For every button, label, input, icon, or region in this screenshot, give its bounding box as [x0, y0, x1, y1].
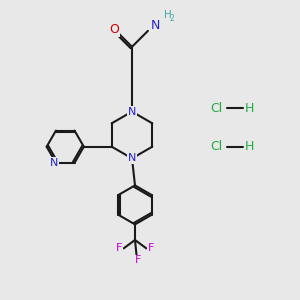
Text: N: N [151, 19, 160, 32]
Text: F: F [135, 255, 141, 266]
Text: N: N [128, 153, 136, 164]
Text: N: N [128, 106, 136, 117]
Text: H: H [244, 101, 254, 115]
Text: H: H [244, 140, 254, 154]
Text: 2: 2 [169, 14, 174, 23]
Text: Cl: Cl [210, 140, 222, 154]
Text: F: F [116, 243, 123, 254]
Text: H: H [164, 11, 172, 20]
Text: Cl: Cl [210, 101, 222, 115]
Text: O: O [110, 23, 119, 36]
Text: N: N [50, 158, 58, 168]
Text: F: F [147, 243, 154, 254]
